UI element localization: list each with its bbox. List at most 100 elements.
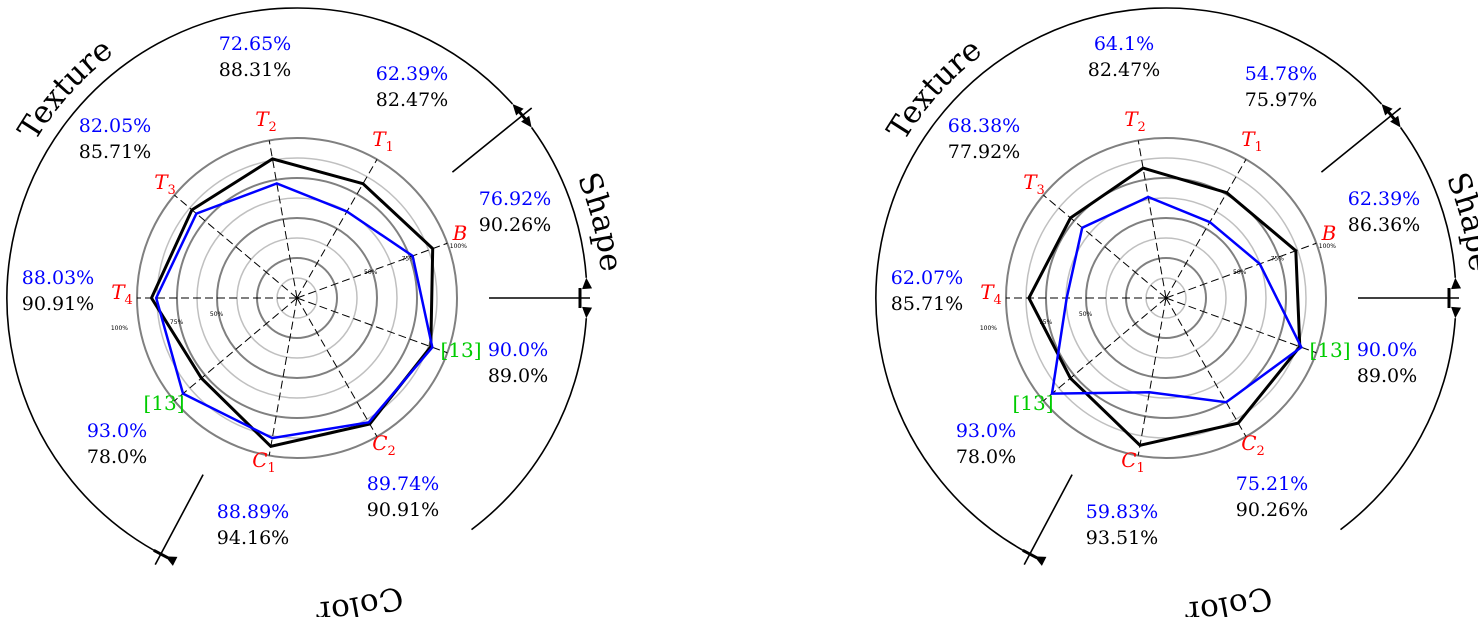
axis-label: [13] [1309,338,1350,362]
radial-tick-label: 75% [170,319,184,326]
radial-tick-label: 100% [1319,243,1336,250]
axis-label-main: T [1124,107,1139,131]
axis-label: [13] [143,391,184,415]
series-blue-point [195,212,198,215]
value-label-blue: 75.21% [1236,473,1308,495]
axis-label: T4 [980,280,1002,308]
value-label-blue: 54.78% [1245,63,1317,85]
axis-label-sub: 1 [268,461,276,476]
axis-label: T3 [1023,170,1045,198]
series-black-point [362,182,364,185]
axis-label: C1 [252,448,276,476]
axis-label: C2 [1241,431,1265,459]
axis-label: T2 [1124,107,1146,135]
axis-label: [13] [440,338,481,362]
radar-spoke [174,297,298,402]
group-label-text: Shape [570,168,629,274]
radar-spoke [1165,242,1317,299]
radial-tick-label: 75% [402,256,416,263]
value-label-black: 86.36% [1348,214,1420,236]
axis-label-sub: 2 [388,444,396,459]
radar-spoke [296,297,448,354]
series-black-point [271,158,274,160]
axis-label-sub: 3 [1037,183,1045,198]
axis-label-main: C [372,431,387,455]
axis-label: T3 [154,170,176,198]
color-arc [1340,318,1457,531]
separator-tick [1022,548,1038,560]
radar-chart-right: 50% 75% 100% 50% 75% 100% B [13] C2 C1 [13] T4 T3 T2 T… [869,0,1478,617]
series-blue-point [271,437,274,439]
series-blue-line [1050,195,1303,404]
radial-tick-label: 100% [111,325,128,332]
axis-label-main: [13] [440,338,481,362]
series-black-point [1142,167,1144,169]
axis-label-sub: 1 [386,140,394,155]
series-blue-point [1065,297,1068,299]
radar-spoke [296,159,378,299]
radial-tick-label: 50% [364,269,378,276]
value-label-black: 90.26% [479,214,551,236]
series-blue-point [1209,221,1211,223]
axis-label: T1 [372,127,394,155]
radar-tick-labels: 50% 75% 100% 50% 75% 100% [980,243,1336,332]
value-label-black: 82.47% [376,89,448,111]
value-label-black: 93.51% [1086,527,1158,549]
radial-tick-label: 100% [980,325,997,332]
axis-label-sub: 1 [1137,461,1145,476]
series-blue-point [276,182,278,185]
series-black-point [431,247,434,250]
radar-spoke [296,242,448,299]
series-black-point [368,423,371,425]
series-blue-point [1225,401,1227,404]
axis-label: B [1321,221,1337,245]
axis-label-sub: 2 [269,120,277,135]
axis-label-main: C [1121,448,1136,472]
value-label-blue: 62.39% [376,63,448,85]
separator-tick [153,548,169,560]
shape-arc [530,127,588,278]
series-blue-point [1051,392,1053,395]
group-label-color: Color [314,578,407,617]
radar-spoke [1137,297,1167,456]
value-label-blue: 82.05% [79,115,151,137]
value-label-black: 90.91% [367,499,439,521]
separator-color-texture [154,474,204,566]
value-label-blue: 64.1% [1094,33,1154,55]
group-label-color: Color [1183,578,1276,617]
radial-tick-label: 50% [210,311,224,318]
series-blue-point [411,255,414,257]
value-label-black: 90.91% [22,293,94,315]
value-label-black: 89.0% [1357,365,1417,387]
radar-spoke [1165,297,1317,354]
axis-label-sub: 4 [125,293,133,308]
axis-label-main: [13] [143,391,184,415]
series-black-line [1027,166,1302,447]
separator-color-texture [1023,474,1073,566]
value-label-blue: 90.0% [488,339,548,361]
value-label-black: 85.71% [79,141,151,163]
group-label-text: Color [314,578,407,617]
axis-label-main: T [372,127,387,151]
arrow-head [582,306,593,319]
arrow-head [1034,556,1047,566]
axis-label: T2 [255,107,277,135]
series-blue-point [431,346,434,349]
arrow-head [1451,277,1462,290]
color-arc [471,318,588,531]
texture-arc [6,7,514,558]
series-black-point [1069,377,1072,380]
series-blue-point [1147,196,1149,198]
axis-label: T4 [111,280,133,308]
axis-label-main: C [1241,431,1256,455]
value-label-black: 88.31% [219,59,291,81]
series-blue-point [346,210,348,213]
series-black-point [1139,444,1141,447]
series-black-point [270,445,272,448]
series-blue-line [154,182,434,440]
value-label-blue: 76.92% [479,188,551,210]
radial-tick-label: 75% [1039,319,1053,326]
